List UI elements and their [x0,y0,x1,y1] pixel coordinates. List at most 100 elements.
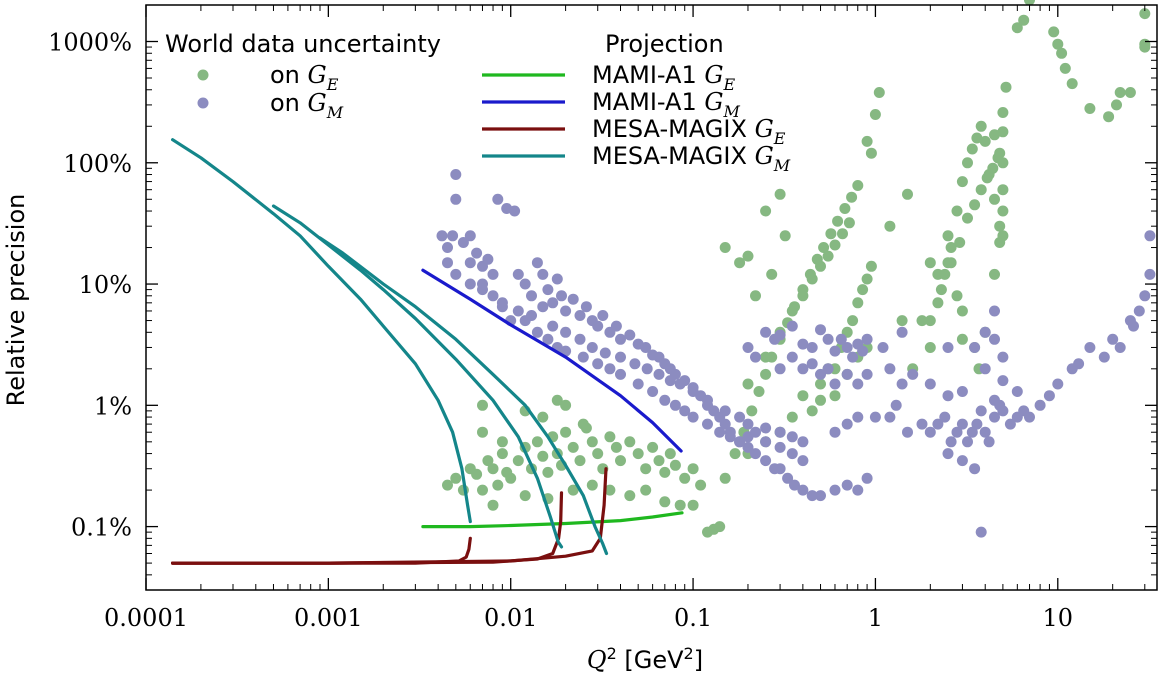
y-tick-label: 100% [63,150,132,178]
gm-world-data-point [580,301,592,313]
gm-world-data-point [774,426,786,438]
ge-world-data-point [766,268,778,280]
gm-world-data-point [822,333,834,345]
gm-world-data-point [806,490,818,502]
gm-world-data-point [829,484,841,496]
ge-world-data-point [729,448,741,460]
gm-world-data-point [774,329,786,341]
ge-world-data-point [659,496,671,508]
gm-world-data-point [615,333,626,345]
ge-world-data-point [471,468,483,480]
gm-world-data-point [615,351,626,363]
ge-world-data-point [865,147,877,159]
gm-world-data-point [932,418,944,430]
gm-world-data-point [464,257,476,269]
gm-world-data-point [945,436,957,448]
gm-world-data-point [861,333,873,345]
world-data-legend-label: on GE [270,61,339,94]
gm-world-data-point [774,441,786,453]
ge-world-data-point [1011,22,1023,34]
gm-world-data-point [822,363,834,375]
gm-world-data-point [599,347,611,359]
ge-world-data-point [610,441,622,453]
gm-world-data-point [442,242,453,253]
ge-world-data-point [951,205,963,217]
ge-world-data-point [567,441,579,453]
ge-world-data-point [846,191,858,203]
ge-world-data-point [954,237,966,248]
x-tick-label: 10 [1043,604,1074,632]
gm-world-data-point [774,463,786,475]
gm-world-data-point [592,320,604,332]
gm-world-data-point [916,418,928,430]
ge-world-data-point [989,193,1000,205]
gm-world-data-point [861,472,873,484]
gm-world-data-point [477,284,488,296]
gm-world-data-point [861,368,873,380]
ge-world-data-point [687,463,699,475]
gm-world-data-point [786,448,798,460]
ge-world-data-point [695,479,707,491]
gm-world-data-point [586,342,598,353]
ge-world-data-point [1124,87,1136,98]
gm-world-data-point [847,351,859,363]
ge-world-data-point [679,472,691,484]
ge-world-data-point [537,450,549,462]
ge-world-data-point [815,394,826,406]
gm-world-data-point [1144,268,1156,280]
ge-world-data-point [664,448,676,460]
ge-world-data-point [829,239,841,251]
ge-world-data-point [962,212,973,224]
ge-world-data-point [1103,111,1115,123]
ge-world-data-point [496,436,508,448]
gm-world-data-point [482,253,494,265]
ge-world-data-point [1018,14,1030,26]
gm-world-data-point [815,368,826,380]
gm-world-data-point [1024,411,1035,423]
gm-world-data-point [567,293,579,305]
projection-legend-label: MAMI-A1 GM [592,88,741,121]
gm-world-data-point [806,342,818,353]
ge-world-data-point [496,448,508,460]
ge-world-data-point [604,431,616,443]
ge-world-data-point [560,399,572,411]
plot-frame [145,4,1158,591]
gm-world-data-point [760,436,772,448]
gm-world-data-point [797,338,809,350]
world-data-legend-marker [197,69,209,81]
ge-world-data-point [797,390,809,402]
gm-world-data-point [714,426,726,438]
axis-ticks [145,4,1157,591]
ge-world-data-point [997,205,1009,217]
ge-world-data-point [1139,38,1151,50]
ge-world-data-point [604,484,616,496]
ge-world-data-point [806,405,818,417]
gm-world-data-point [815,324,826,336]
ge-world-data-point [997,184,1009,196]
gm-world-data-point [782,472,794,484]
ge-world-data-point [719,472,731,484]
gm-world-data-point [786,351,798,363]
ge-world-data-point [994,237,1006,248]
gm-world-data-point [574,310,586,321]
gm-world-data-point [592,358,604,370]
gm-world-data-point [436,230,448,242]
gm-world-data-point [835,333,847,345]
gm-world-data-point [896,326,908,338]
gm-world-data-point [841,368,853,380]
ge-world-data-point [746,405,758,417]
gm-world-data-point [806,358,818,370]
gm-world-data-point [526,290,537,302]
ge-world-data-point [818,242,830,253]
gm-world-data-point [653,368,665,380]
ge-world-data-point [924,315,936,327]
ge-world-data-point [753,386,765,397]
x-axis-label-unit-close: ] [694,646,703,674]
gm-world-data-point [487,268,499,280]
gm-world-data-point [896,378,908,390]
gm-world-data-point [962,436,973,448]
gm-world-data-point [924,426,936,438]
ge-world-data-point [852,180,864,191]
mesa-magix-ge-projection-line [171,467,608,565]
